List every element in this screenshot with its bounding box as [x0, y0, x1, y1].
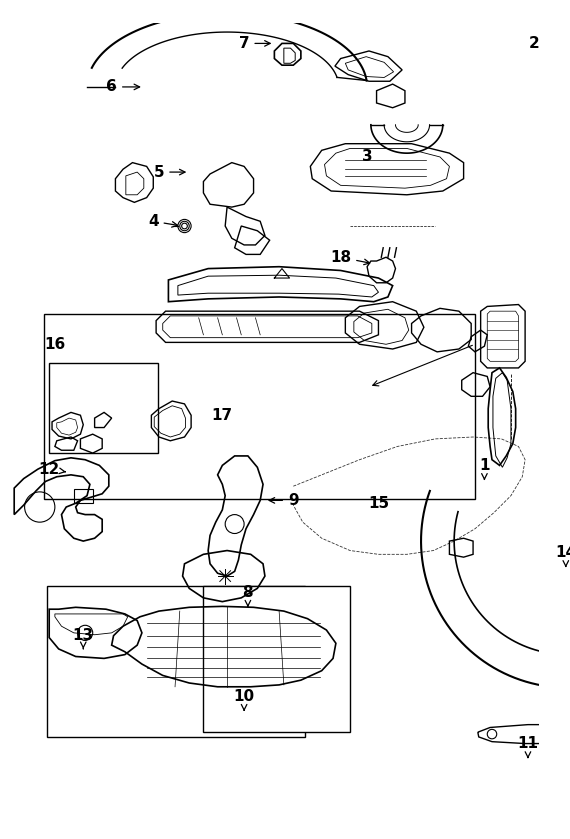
- Text: 18: 18: [330, 250, 369, 265]
- Text: 9: 9: [269, 492, 299, 508]
- Text: 16: 16: [44, 336, 66, 352]
- Bar: [49, 363, 158, 453]
- Text: 15: 15: [368, 496, 389, 511]
- Text: 11: 11: [518, 736, 539, 758]
- Text: 13: 13: [73, 628, 94, 649]
- Text: 10: 10: [234, 689, 255, 710]
- Text: 1: 1: [479, 458, 490, 479]
- Bar: [203, 586, 350, 732]
- Text: 3: 3: [362, 149, 372, 164]
- Text: 4: 4: [148, 214, 177, 229]
- Text: 7: 7: [239, 36, 270, 51]
- Text: 12: 12: [39, 461, 66, 477]
- Bar: [74, 489, 93, 503]
- Bar: [44, 314, 475, 498]
- Text: 5: 5: [154, 164, 185, 180]
- Text: 8: 8: [243, 585, 253, 606]
- Text: 6: 6: [106, 80, 140, 95]
- Text: 14: 14: [555, 545, 570, 566]
- Text: 17: 17: [212, 408, 233, 423]
- Bar: [47, 586, 304, 737]
- Text: 2: 2: [529, 36, 540, 51]
